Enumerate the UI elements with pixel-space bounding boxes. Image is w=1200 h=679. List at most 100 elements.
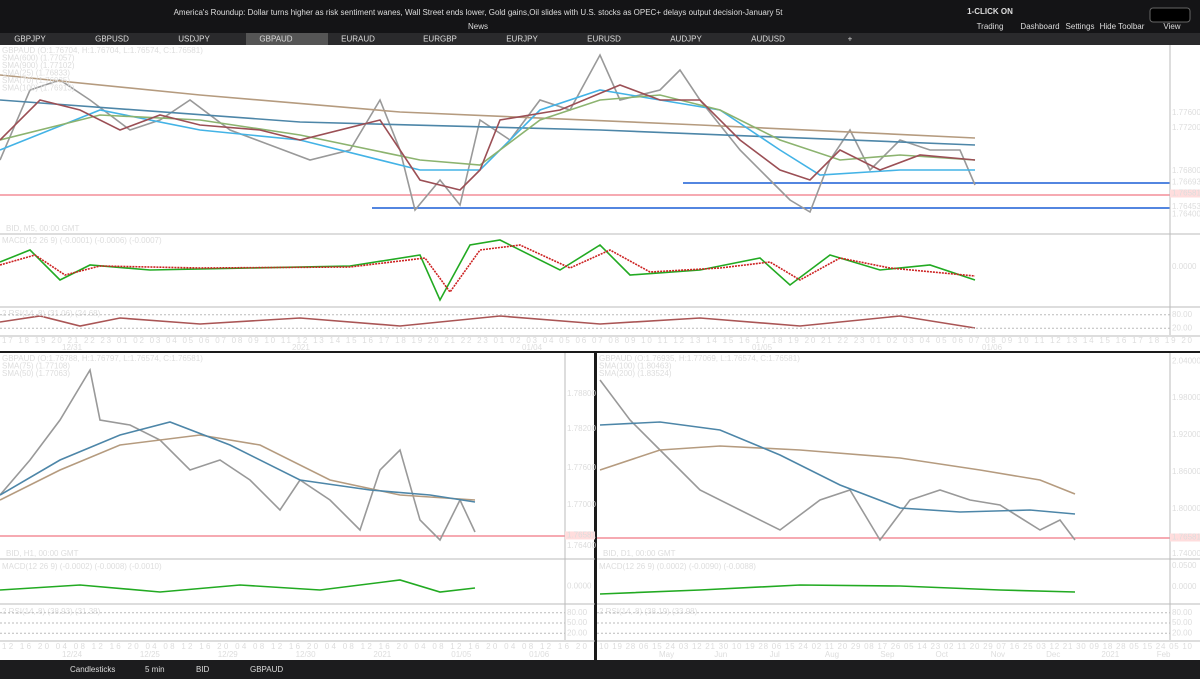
tab[interactable]: USDJPY <box>178 35 210 44</box>
sma-line <box>0 99 976 146</box>
price-label: 1.92000 <box>1172 430 1200 439</box>
tab[interactable]: EURUSD <box>587 35 621 44</box>
view-icon[interactable] <box>1149 7 1191 23</box>
price-tag <box>1170 189 1200 198</box>
one-click[interactable]: 1-CLICK ON <box>967 7 1013 16</box>
x-date-label: 12/30 <box>296 650 317 659</box>
legend: SMA(50) (1.77063) <box>2 369 70 378</box>
tab[interactable]: EURAUD <box>341 35 375 44</box>
rsi-line <box>0 315 976 329</box>
x-date-label: 2021 <box>292 343 310 352</box>
sma-line <box>599 421 1076 515</box>
toolbar <box>0 660 1200 679</box>
price-label: 1.76800 <box>1172 166 1200 175</box>
rsi-level: 20.00 <box>567 628 588 637</box>
tab[interactable]: GBPJPY <box>14 35 46 44</box>
right-chart-bg <box>597 353 1200 660</box>
rsi-level: 80.00 <box>1172 608 1193 617</box>
x-date-label: 12/29 <box>218 650 239 659</box>
tab[interactable]: GBPAUD <box>259 35 292 44</box>
macd-level: 0.0500 <box>1172 561 1197 570</box>
x-date-label: Feb <box>1157 650 1171 659</box>
x-date-label: Aug <box>825 650 839 659</box>
legend: SMA(25) (1.76833) <box>2 69 70 78</box>
x-axis-labels: 10 19 28 06 15 24 03 12 21 30 10 19 28 0… <box>599 642 1193 651</box>
toolbar-item[interactable]: BID <box>196 665 210 674</box>
legend: SMA(200) (1.83524) <box>599 369 672 378</box>
price-label: 1.86000 <box>1172 467 1200 476</box>
top-bar <box>0 0 1200 33</box>
legend: GBPAUD (O:1.76704, H:1.76704, L:1.76574,… <box>2 46 203 55</box>
tab[interactable]: EURJPY <box>506 35 538 44</box>
price-label: 1.76453 <box>1172 202 1200 211</box>
legend: SMA(100) (1.76913) <box>2 84 75 93</box>
x-date-label: 01/06 <box>529 650 550 659</box>
x-date-label: Sep <box>880 650 895 659</box>
left-price-lines <box>0 367 565 593</box>
price-label: 2.04000 <box>1172 356 1200 365</box>
top-chart-bg <box>0 45 1200 351</box>
rsi-level: 20.00 <box>1172 323 1193 332</box>
rsi-level: 20.00 <box>1172 628 1193 637</box>
tab[interactable]: EURGBP <box>423 35 457 44</box>
tab[interactable]: AUDUSD <box>751 35 785 44</box>
legend: SMA(70) (1.76935) <box>2 76 70 85</box>
price-label: 1.76400 <box>567 541 596 550</box>
news-label: News <box>468 22 488 31</box>
sma-line <box>0 434 476 501</box>
price-label: 1.76693 <box>1172 177 1200 186</box>
headline: America's Roundup: Dollar turns higher a… <box>174 8 784 17</box>
rsi-label: 2 RSI(14, 8) (38.19) (33.98) <box>599 607 698 616</box>
bid-label: BID, D1, 00:00 GMT <box>603 549 676 558</box>
toolbar-button[interactable]: Trading <box>977 22 1004 31</box>
toolbar-button[interactable]: View <box>1163 22 1180 31</box>
x-date-label: 01/06 <box>982 343 1003 352</box>
sma-line <box>0 84 976 191</box>
price-label: 1.77600 <box>567 463 596 472</box>
legend: SMA(75) (1.77108) <box>2 362 70 371</box>
toolbar-button[interactable]: Dashboard <box>1020 22 1059 31</box>
toolbar-button[interactable]: Hide Toolbar <box>1100 22 1145 31</box>
price-label: 1.77200 <box>1172 123 1200 132</box>
legend: GBPAUD (O:1.76935, H:1.77069, L:1.76574,… <box>599 354 800 363</box>
sma-line <box>0 94 976 166</box>
price-label: 1.98000 <box>1172 393 1200 402</box>
x-date-label: Dec <box>1046 650 1060 659</box>
toolbar-item[interactable]: Candlesticks <box>70 665 115 674</box>
toolbar-button[interactable]: Settings <box>1066 22 1095 31</box>
price-label: 1.76400 <box>1172 209 1200 218</box>
macd-level: 0.0000 <box>567 581 592 590</box>
price-label: 1.76581 <box>1172 189 1200 198</box>
bid-label: BID, H1, 00:00 GMT <box>6 549 79 558</box>
tab[interactable]: AUDJPY <box>670 35 702 44</box>
right-price-lines <box>597 379 1170 595</box>
legend: GBPAUD (O:1.76788, H:1.76797, L:1.76574,… <box>2 354 203 363</box>
price-label: 1.74000 <box>1172 549 1200 558</box>
macd-label: MACD(12 26 9) (-0.0001) (-0.0006) (-0.00… <box>2 236 162 245</box>
x-date-label: Jun <box>714 650 727 659</box>
price-label: 1.80000 <box>1172 504 1200 513</box>
price-label: 1.77600 <box>1172 108 1200 117</box>
sma-line <box>0 89 975 176</box>
legend: SMA(900) (1.77102) <box>2 61 75 70</box>
rsi-level: 50.00 <box>1172 618 1193 627</box>
x-date-label: 12/25 <box>140 650 161 659</box>
sma-line <box>599 445 1076 495</box>
x-date-label: Jul <box>770 650 780 659</box>
macd-level: 0.0000 <box>1172 582 1197 591</box>
tab[interactable]: + <box>848 35 853 44</box>
price-line <box>0 367 476 542</box>
toolbar-item[interactable]: GBPAUD <box>250 665 283 674</box>
price-tag <box>565 531 595 540</box>
x-axis-labels: 17 18 19 20 21 22 23 01 02 03 04 05 06 0… <box>2 336 1193 345</box>
price-label: 1.76581 <box>567 531 596 540</box>
toolbar-item[interactable]: 5 min <box>145 665 165 674</box>
tab[interactable]: GBPUSD <box>95 35 129 44</box>
legend: SMA(100) (1.80463) <box>599 362 672 371</box>
x-date-label: 12/24 <box>62 650 83 659</box>
x-date-label: Oct <box>936 650 949 659</box>
macd-label: MACD(12 26 9) (-0.0002) (-0.0008) (-0.00… <box>2 562 162 571</box>
bid-label: BID, M5, 00:00 GMT <box>6 224 79 233</box>
